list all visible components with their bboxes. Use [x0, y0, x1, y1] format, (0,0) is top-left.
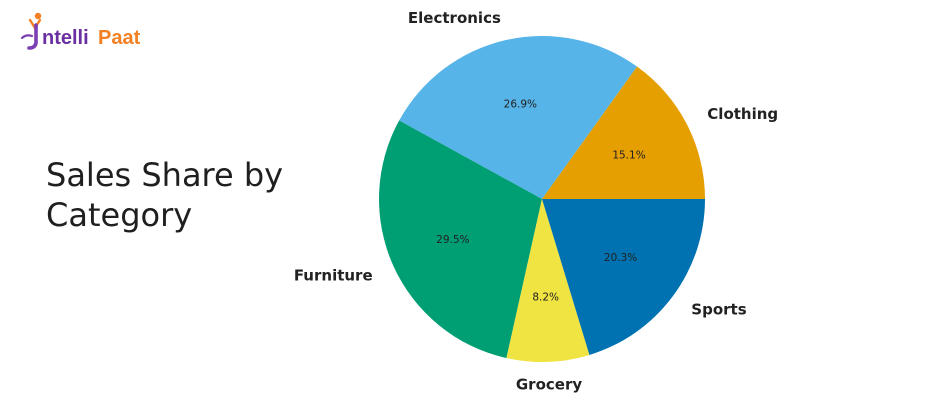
pie-slice-furniture [379, 120, 542, 359]
pie-slice-clothing [542, 66, 705, 199]
pie-percent-label-electronics: 26.9% [504, 99, 537, 111]
logo-wordmark-end: Paat [98, 27, 141, 49]
pie-category-label-grocery: Grocery [516, 376, 582, 394]
pie-category-label-sports: Sports [691, 301, 746, 319]
pie-percent-labels: 15.1% 26.9% 29.5% 8.2% 20.3% [436, 99, 646, 304]
intellipaat-logo: ntelli Paat [20, 12, 141, 50]
page-title: Sales Share by Category [46, 156, 284, 234]
logo-wordmark-start: ntelli [42, 27, 89, 49]
pie-slice-electronics [399, 35, 637, 199]
pie-percent-label-furniture: 29.5% [436, 234, 469, 246]
pie-category-label-furniture: Furniture [294, 266, 373, 284]
pie-slice-grocery [506, 199, 590, 362]
pie-percent-label-clothing: 15.1% [612, 149, 645, 161]
pie-category-labels: Clothing Electronics Furniture Grocery Sport… [294, 9, 778, 394]
pie-percent-label-sports: 20.3% [604, 252, 637, 264]
pie-category-label-electronics: Electronics [408, 9, 501, 27]
pie-slice-sports [542, 199, 705, 355]
pie-slices [379, 35, 705, 362]
logo-figure-icon [20, 12, 42, 50]
pie-category-label-clothing: Clothing [707, 105, 778, 123]
pie-percent-label-grocery: 8.2% [532, 292, 559, 304]
